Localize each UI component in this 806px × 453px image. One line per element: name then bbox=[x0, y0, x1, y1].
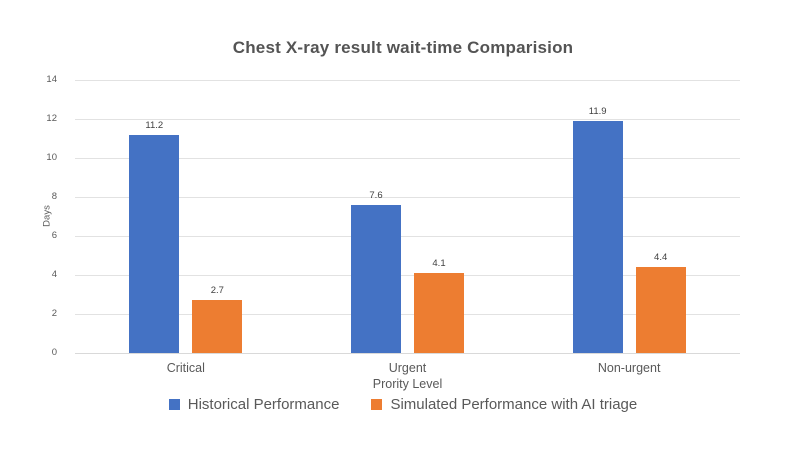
legend-label-historical: Historical Performance bbox=[187, 396, 340, 413]
legend-swatch-simulated-icon bbox=[371, 399, 383, 410]
bar-value-label: 2.7 bbox=[210, 285, 224, 297]
y-axis-title: Days bbox=[41, 205, 53, 227]
bar-value-label: 4.1 bbox=[432, 258, 446, 270]
bar-critical-historical-performance[interactable] bbox=[129, 134, 180, 353]
y-tick-label: 14 bbox=[46, 74, 57, 85]
legend-item-historical[interactable]: Historical Performance bbox=[168, 396, 340, 413]
x-category-label: Urgent bbox=[388, 361, 427, 375]
bar-urgent-simulated-performance-with-ai-triage[interactable] bbox=[414, 273, 464, 353]
x-category-label: Non-urgent bbox=[597, 361, 661, 375]
bar-value-label: 11.2 bbox=[145, 119, 164, 131]
legend-item-simulated[interactable]: Simulated Performance with AI triage bbox=[371, 396, 637, 413]
bar-non-urgent-historical-performance[interactable] bbox=[572, 120, 623, 353]
gridline bbox=[75, 80, 740, 81]
y-tick-label: 12 bbox=[46, 113, 57, 124]
gridline bbox=[75, 236, 740, 237]
gridline bbox=[75, 119, 740, 120]
y-tick-label: 6 bbox=[51, 230, 57, 241]
bar-value-label: 4.4 bbox=[654, 252, 668, 264]
y-tick-label: 10 bbox=[46, 152, 57, 163]
bar-urgent-historical-performance[interactable] bbox=[351, 204, 401, 353]
bar-value-label: 11.9 bbox=[588, 105, 607, 117]
y-tick-label: 0 bbox=[51, 347, 57, 358]
y-tick-label: 8 bbox=[51, 191, 57, 202]
gridline bbox=[75, 158, 740, 159]
y-tick-label: 4 bbox=[51, 269, 57, 280]
y-tick-label: 2 bbox=[51, 308, 57, 319]
legend: Historical Performance Simulated Perform… bbox=[0, 396, 806, 413]
plot-area: 11.2 2.7 Critical 7.6 4.1 Urgent 11.9 4.4 Non-ur… bbox=[75, 80, 740, 375]
bar-critical-simulated-performance-with-ai-triage[interactable] bbox=[192, 300, 243, 353]
legend-swatch-historical-icon bbox=[168, 399, 180, 410]
gridline bbox=[75, 275, 740, 276]
legend-label-simulated: Simulated Performance with AI triage bbox=[390, 396, 638, 413]
gridline bbox=[75, 314, 740, 315]
y-axis: 0 2 4 6 8 10 12 14 bbox=[0, 74, 65, 358]
x-category-label: Critical bbox=[166, 361, 205, 375]
gridline bbox=[75, 197, 740, 198]
chart-title: Chest X-ray result wait-time Comparision bbox=[232, 38, 574, 57]
x-axis-title: Prority Level bbox=[372, 377, 443, 391]
bar-value-label: 7.6 bbox=[369, 189, 383, 201]
bar-non-urgent-simulated-performance-with-ai-triage[interactable] bbox=[635, 267, 686, 353]
